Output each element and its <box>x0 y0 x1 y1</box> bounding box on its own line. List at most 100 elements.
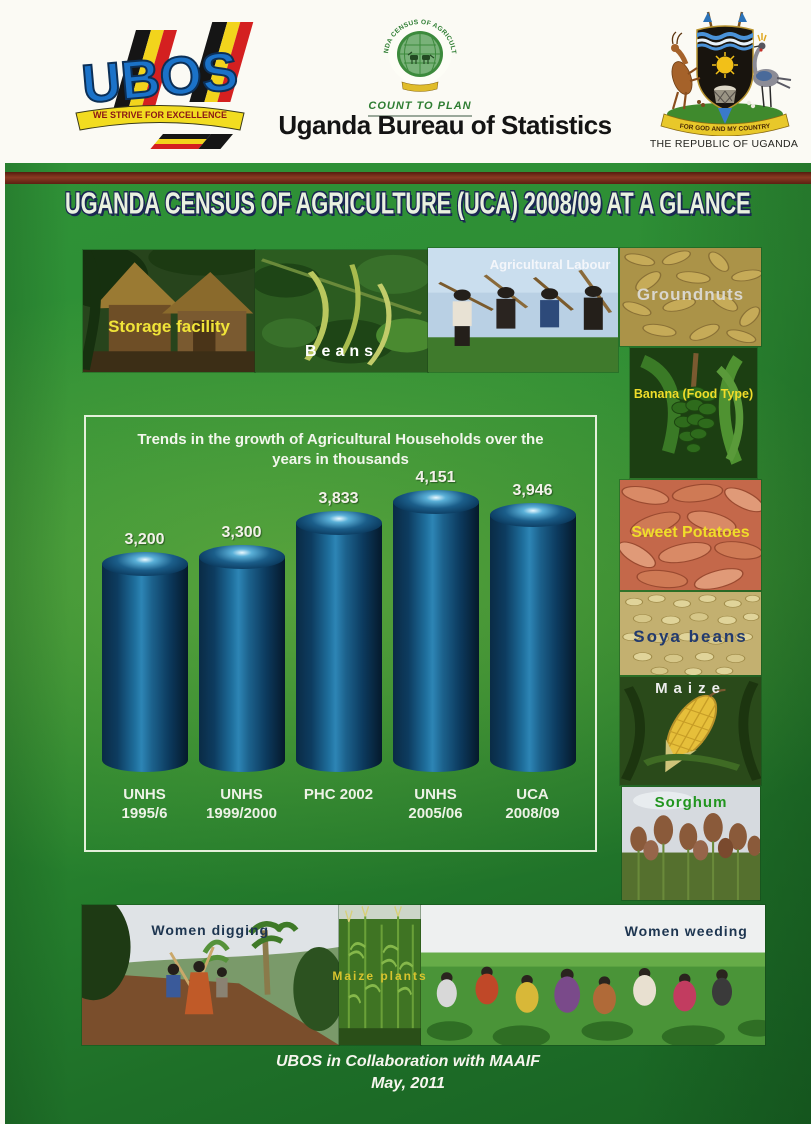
divider-band <box>5 172 811 184</box>
bar-group: 3,300 <box>186 524 297 780</box>
crop-clumps <box>426 1019 765 1045</box>
photo-agricultural-labour: Agricultural Labour <box>428 248 618 372</box>
weeding-figures <box>436 966 733 1015</box>
uganda-coat-of-arms: FOR GOD AND MY COUNTRY <box>660 11 792 136</box>
crested-crane <box>752 33 792 108</box>
motto-ribbon <box>75 105 245 131</box>
chart-title: Trends in the growth of Agricultural Hou… <box>86 430 595 470</box>
logo-banner <box>401 81 439 92</box>
women-weeding-illustration <box>421 905 765 1045</box>
axis-category-label: UNHS 2005/06 <box>387 785 484 823</box>
globe-grid <box>400 34 440 74</box>
chart-title-line2: years in thousands <box>272 451 409 468</box>
motto-banner <box>660 113 790 136</box>
bar-value-label: 3,200 <box>124 531 165 548</box>
photo-label: Groundnuts <box>636 285 745 305</box>
footer-line2: May, 2011 <box>371 1075 445 1092</box>
photo-label: Maize plants <box>332 969 428 984</box>
photo-label: Soya beans <box>633 626 748 646</box>
republic-caption: THE REPUBLIC OF UGANDA <box>649 138 799 150</box>
bar-cylinder <box>89 552 200 780</box>
shield-waves <box>697 32 753 51</box>
main-title-banner: UGANDA CENSUS OF AGRICULTURE (UCA) 2008/… <box>5 186 811 220</box>
photo-label: Women digging <box>151 921 270 938</box>
photo-maize: Maize <box>620 677 761 785</box>
tassels <box>345 905 402 923</box>
photo-groundnuts: Groundnuts <box>620 248 761 346</box>
photo-label: Agricultural Labour <box>489 256 611 272</box>
photo-sweet-potatoes: Sweet Potatoes <box>620 480 761 590</box>
drum <box>713 85 737 104</box>
photo-women-weeding: Women weeding <box>421 905 765 1045</box>
chart-bars: 3,200 3,300 3,833 4,151 3,946 <box>89 469 588 780</box>
tagline-line <box>368 115 472 117</box>
bar-value-label: 3,833 <box>318 490 359 507</box>
main-title: UGANDA CENSUS OF AGRICULTURE (UCA) 2008/… <box>65 185 751 220</box>
water-source <box>718 108 732 124</box>
axis-category-line: UCA <box>516 786 549 803</box>
agricultural-labour-illustration <box>428 248 618 372</box>
bar-cylinder <box>283 511 394 780</box>
maize-stalks <box>347 916 414 1045</box>
oxen-plough-silhouette <box>407 51 435 64</box>
photo-banana: Banana (Food Type) <box>630 348 757 478</box>
bar-value-label: 3,946 <box>512 482 553 499</box>
uganda-kob <box>671 31 701 110</box>
maize-leaves <box>348 942 414 1004</box>
axis-category-label: UCA 2008/09 <box>484 785 581 823</box>
soya-beans-illustration <box>620 592 761 675</box>
axis-category-line: 2005/06 <box>408 805 463 822</box>
photo-label: Beans <box>304 343 379 361</box>
photo-women-digging: Women digging <box>82 905 339 1045</box>
flag-stripe-bottom <box>150 134 233 149</box>
photo-label: Women weeding <box>624 923 748 940</box>
bar-cylinder <box>380 490 491 780</box>
chart-title-line1: Trends in the growth of Agricultural Hou… <box>137 431 544 448</box>
beans-illustration <box>255 250 428 372</box>
photo-beans: Beans <box>255 250 428 372</box>
worker-silhouettes <box>438 269 613 346</box>
ubos-motto: WE STRIVE FOR EXCELLENCE <box>93 110 227 120</box>
ubos-logo: UBOS WE STRIVE FOR EXCELLENCE <box>75 22 254 149</box>
coffee-cotton-sprigs <box>697 100 756 109</box>
bar-value-label: 3,300 <box>221 524 262 541</box>
sorghum-stems <box>637 841 739 900</box>
storage-facility-illustration <box>83 250 255 372</box>
coat-motto: FOR GOD AND MY COUNTRY <box>679 123 771 133</box>
photo-label: Sorghum <box>654 793 728 811</box>
chart-panel: Trends in the growth of Agricultural Hou… <box>84 415 597 852</box>
flag-stripes <box>111 22 254 114</box>
axis-category-line: UNHS <box>414 786 457 803</box>
axis-category-line: 1995/6 <box>121 805 168 822</box>
axis-category-label: UNHS 1999/2000 <box>193 785 290 823</box>
axis-category-label: UNHS 1995/6 <box>96 785 193 823</box>
groundnuts-illustration <box>620 248 761 346</box>
banana-bunch <box>671 386 717 454</box>
banana-illustration <box>630 348 757 478</box>
sweet-potatoes-illustration <box>620 480 761 590</box>
photo-label: Storage facility <box>108 317 230 337</box>
axis-category-line: PHC 2002 <box>303 786 374 803</box>
bar-group: 4,151 <box>380 469 491 780</box>
census-of-agriculture-logo: UGANDA CENSUS OF AGRICULTURE <box>366 8 457 92</box>
bar-group: 3,946 <box>477 482 588 780</box>
census-logo-slogan: COUNT TO PLAN <box>352 100 488 117</box>
axis-category-line: 1999/2000 <box>206 805 277 822</box>
bar-group: 3,833 <box>283 490 394 780</box>
axis-category-line: UNHS <box>123 786 166 803</box>
poster-body: UGANDA CENSUS OF AGRICULTURE (UCA) 2008/… <box>5 163 811 1124</box>
header: UBOS WE STRIVE FOR EXCELLENCE UGANDA CEN… <box>0 0 811 163</box>
women-digging-illustration <box>82 905 339 1045</box>
slogan-text: COUNT TO PLAN <box>368 100 472 112</box>
photo-maize-plants: Maize plants <box>332 905 426 1045</box>
axis-category-line: UNHS <box>220 786 263 803</box>
bar-value-label: 4,151 <box>415 469 456 486</box>
axis-category-line <box>290 804 387 823</box>
bar-group: 3,200 <box>89 531 200 780</box>
footer: UBOS in Collaboration with MAAIF May, 20… <box>5 1051 811 1095</box>
sun <box>712 52 738 78</box>
photo-label: Maize <box>655 680 726 698</box>
banana-trees <box>200 921 339 1031</box>
organisation-title: Uganda Bureau of Statistics <box>278 110 612 140</box>
